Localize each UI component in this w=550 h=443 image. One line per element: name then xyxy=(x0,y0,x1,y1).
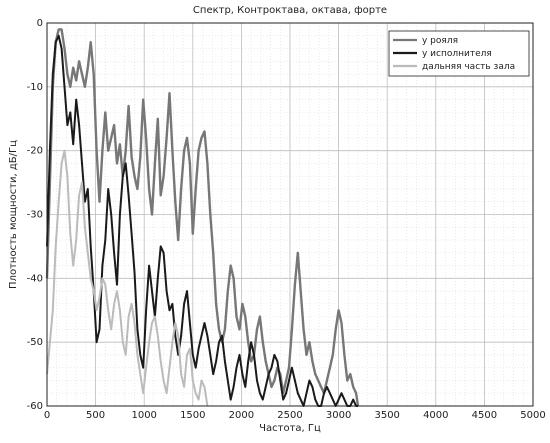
y-tick-label: -10 xyxy=(27,82,43,93)
y-tick-label: -20 xyxy=(27,146,43,157)
x-tick-label: 2000 xyxy=(229,410,254,421)
x-tick-label: 1000 xyxy=(131,410,156,421)
x-tick-label: 5000 xyxy=(520,410,545,421)
plot-frame xyxy=(46,22,534,407)
x-tick-label: 3000 xyxy=(326,410,351,421)
y-tick-label: 0 xyxy=(37,18,43,29)
y-tick-label: -30 xyxy=(27,210,43,221)
x-tick-label: 500 xyxy=(86,410,105,421)
x-axis-title: Частота, Гц xyxy=(259,423,321,434)
y-tick-label: -50 xyxy=(27,337,43,348)
y-tick-label: -40 xyxy=(27,273,43,284)
legend: у рояля у исполнителя дальняя часть зала xyxy=(388,30,530,77)
y-tick-label: -60 xyxy=(27,401,43,412)
x-tick-label: 4500 xyxy=(472,410,497,421)
grid xyxy=(47,23,533,406)
legend-label: дальняя часть зала xyxy=(422,62,515,72)
series-line-3 xyxy=(46,149,209,407)
x-tick-label: 1500 xyxy=(180,410,205,421)
x-tick-label: 0 xyxy=(44,410,50,421)
x-tick-label: 4000 xyxy=(423,410,448,421)
series-line-1 xyxy=(45,28,360,407)
series-line-2 xyxy=(46,34,358,407)
x-tick-label: 2500 xyxy=(277,410,302,421)
series-layer xyxy=(45,28,360,407)
x-tick-label: 3500 xyxy=(374,410,399,421)
legend-label: у рояля xyxy=(422,36,458,46)
chart-title: Спектр, Контроктава, октава, форте xyxy=(193,5,387,16)
ticks: 0 500 1000 1500 2000 2500 3000 3500 4000 4500 5000… xyxy=(27,18,546,421)
y-axis-title: Плотность мощности, дБ/Гц xyxy=(8,140,19,289)
legend-label: у исполнителя xyxy=(422,49,492,59)
